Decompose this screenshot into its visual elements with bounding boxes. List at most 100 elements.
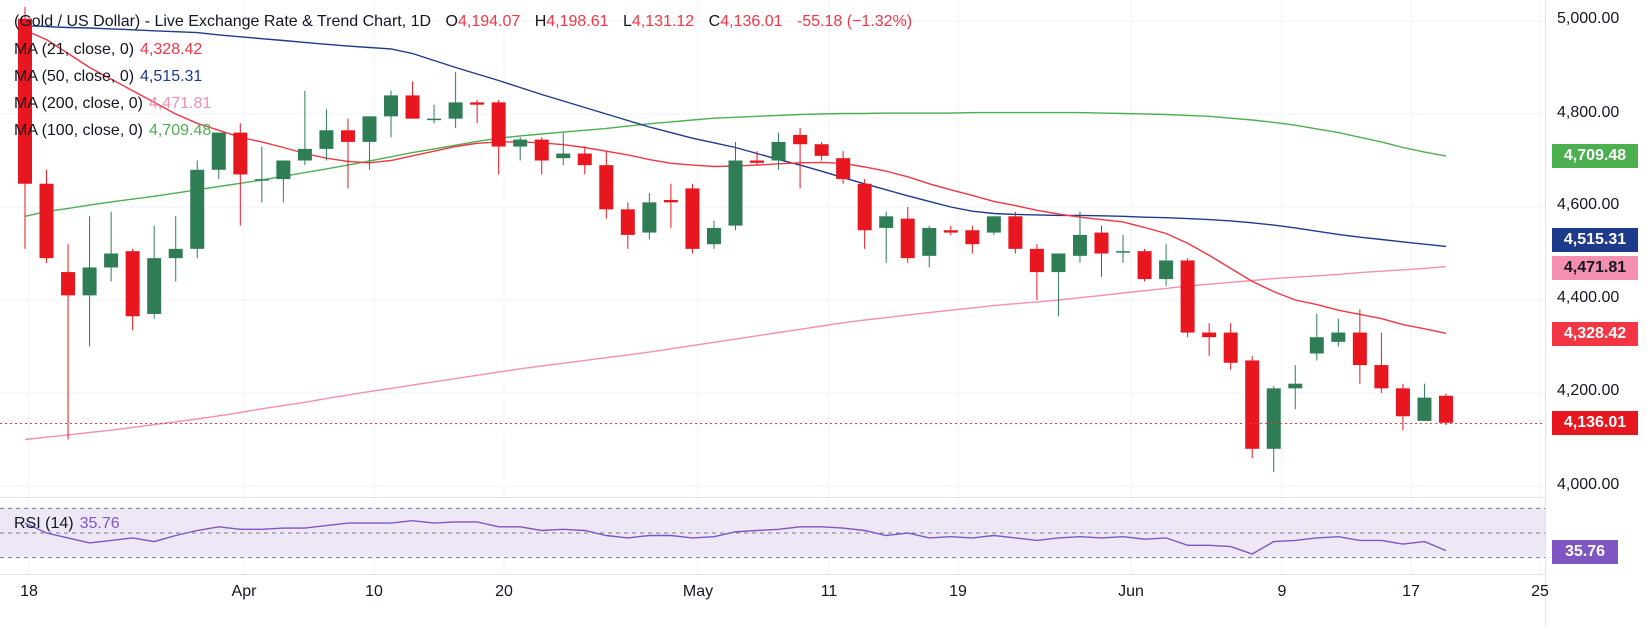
candle [728,141,743,231]
time-tick: May [682,583,714,600]
candle [340,118,355,189]
candle-body [943,230,958,233]
candle-body [1072,234,1087,256]
candle [1245,355,1260,459]
candle-body [190,169,205,249]
legend-ma21[interactable]: MA (21, close, 0) 4,328.42 [14,41,202,59]
candle-body [1288,383,1303,389]
tag-rsi: 35.76 [1552,540,1618,564]
candle-body [771,141,786,161]
candle-body [1223,332,1238,363]
price-tick: 4,000.00 [1557,476,1620,493]
candle [233,123,248,226]
candle-body [1395,388,1410,417]
candle-body [1180,260,1195,333]
candle [168,216,183,282]
candle-body [642,202,657,233]
candle-body [1051,253,1066,273]
candle [620,202,635,249]
candle [556,132,571,166]
candle [427,104,442,124]
candle [577,146,592,175]
legend-rsi[interactable]: RSI (14) 35.76 [14,515,120,533]
legend-ma100[interactable]: MA (100, close, 0) 4,709.48 [14,122,211,140]
high-label: H [534,13,547,30]
candle-body [1008,216,1023,249]
open-value: 4,194.07 [457,13,521,30]
candle-body [276,160,291,180]
candle [1051,253,1066,317]
candle [1094,225,1109,277]
grid-lines [0,0,1545,574]
candle [1309,313,1324,361]
candle [599,151,614,219]
candle-body [1374,365,1389,389]
candle-body [965,230,980,245]
candle-body [1438,395,1453,423]
low-label: L [623,13,632,30]
candle [814,141,829,161]
legend-ma100-value: 4,709.48 [148,122,212,139]
candle-body [470,102,485,105]
candle [642,193,657,240]
legend-ma50[interactable]: MA (50, close, 0) 4,515.31 [14,68,202,86]
candle [1072,211,1087,263]
candle [793,127,808,189]
moving-average-lines [24,24,1447,441]
candle [1417,383,1432,421]
time-tick: Apr [231,583,257,600]
candle [663,183,678,228]
close-value: 4,136.01 [720,13,783,30]
candle-body [900,218,915,259]
close-label: C [708,13,721,30]
candle-body [254,179,269,181]
candle [1395,383,1410,431]
candle-body [663,200,678,203]
candle-body [1116,251,1131,253]
ma200-line [24,265,1447,441]
candle [1266,386,1281,473]
candle-body [814,144,829,156]
legend-ma200-value: 4,471.81 [148,95,212,112]
tag-ma50: 4,515.31 [1552,228,1638,252]
price-tick: 4,800.00 [1557,104,1620,121]
candle [61,244,76,440]
legend-ma50-label: MA (50, close, 0) [14,68,135,85]
candle-body [82,267,97,296]
candle-body [534,139,549,161]
candle [513,137,528,161]
candle-body [448,102,463,119]
candle [922,225,937,268]
open-label: O [445,13,458,30]
time-tick: 17 [1402,583,1420,600]
candle [534,137,549,175]
candle-body [319,130,334,149]
candle [18,7,32,249]
candle-body [39,183,54,259]
candle-body [297,148,312,161]
candle-body [1159,260,1174,280]
legend-ma50-value: 4,515.31 [140,68,203,85]
candle-body [836,158,851,180]
legend-ma200[interactable]: MA (200, close, 0) 4,471.81 [14,95,211,113]
candle [190,160,205,259]
candle-body [793,134,808,145]
candle [82,216,97,347]
rsi-line [24,519,1447,555]
candle [1180,258,1195,338]
candle-body [18,18,32,184]
candle-body [1137,251,1152,280]
candle-body [513,139,528,147]
candle [147,225,162,319]
symbol-title[interactable]: (Gold / US Dollar) - Live Exchange Rate … [14,13,432,30]
candle [1374,332,1389,393]
candle [104,211,119,282]
candle-body [405,95,420,119]
price-tick: 4,600.00 [1557,196,1620,213]
candle-body [233,132,248,175]
price-tick: 4,400.00 [1557,289,1620,306]
low-value: 4,131.12 [631,13,695,30]
candle-body [1352,332,1367,366]
candle-body [362,116,377,142]
